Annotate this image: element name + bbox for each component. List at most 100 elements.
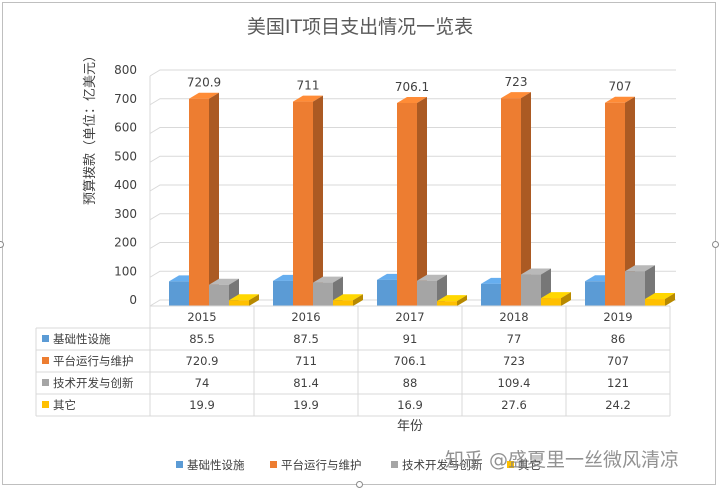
y-tick-label: 400 <box>114 178 137 192</box>
bar <box>313 276 343 306</box>
bar-front <box>605 102 625 306</box>
data-labels: 720.9 711 706.1 723 707 <box>187 75 632 94</box>
chart-title: 美国IT项目支出情况一览表 <box>247 16 473 38</box>
bar <box>333 294 363 306</box>
table-cell: 74 <box>195 376 210 390</box>
table-cell: 707 <box>607 354 629 368</box>
table-cell: 81.4 <box>293 376 319 390</box>
data-label: 723 <box>505 75 528 89</box>
x-tick-label: 2015 <box>187 310 216 324</box>
watermark: 知乎 @盛夏里一丝微风清凉 <box>445 449 679 471</box>
table-cell: 109.4 <box>498 376 531 390</box>
bar-side <box>521 92 531 306</box>
legend-key <box>391 461 398 468</box>
bar-side <box>665 293 675 306</box>
bar-front <box>273 280 293 306</box>
bar-front <box>377 279 397 306</box>
bar-front <box>229 300 249 306</box>
y-tick-label: 0 <box>129 293 137 307</box>
x-tick-label: 2018 <box>499 310 528 324</box>
table-cell: 723 <box>503 354 525 368</box>
gridline <box>149 69 676 77</box>
bar <box>437 295 467 306</box>
table-cell: 77 <box>507 332 522 346</box>
data-label: 707 <box>609 80 632 94</box>
bar <box>625 265 655 306</box>
bar <box>189 92 219 307</box>
x-tick-label: 2019 <box>603 310 632 324</box>
legend-key <box>176 461 183 468</box>
bar <box>209 278 239 306</box>
bar-front <box>313 282 333 306</box>
legend: 基础性设施 平台运行与维护 技术开发与创新 其它 <box>176 458 541 472</box>
y-tick-label: 200 <box>114 236 137 250</box>
data-label: 706.1 <box>395 80 429 94</box>
bar-front <box>481 283 501 306</box>
table-legend-key <box>42 357 49 364</box>
bar-front <box>521 274 541 306</box>
table-cell: 86 <box>611 332 626 346</box>
bar-series <box>169 92 675 307</box>
bar <box>293 95 323 307</box>
table-cell: 16.9 <box>397 398 423 412</box>
bar <box>397 96 427 306</box>
bar-front <box>585 281 605 306</box>
y-tick-label: 700 <box>114 92 137 106</box>
table-cell: 19.9 <box>189 398 215 412</box>
bar <box>417 274 447 306</box>
table-cell: 711 <box>295 354 317 368</box>
x-axis-label: 年份 <box>397 419 423 434</box>
bar-front <box>189 98 209 307</box>
table-cell: 91 <box>403 332 418 346</box>
resize-handle-left[interactable] <box>0 241 4 248</box>
resize-handle-bottom[interactable] <box>356 481 363 488</box>
table-legend-key <box>42 335 49 342</box>
resize-handle-right[interactable] <box>712 241 719 248</box>
bar-front <box>293 101 313 307</box>
bar-side <box>313 95 323 307</box>
bar <box>645 293 675 306</box>
table-cell: 24.2 <box>605 398 631 412</box>
bar-side <box>249 294 259 306</box>
bar-side <box>625 96 635 306</box>
bar-front <box>645 299 665 306</box>
table-cell: 87.5 <box>293 332 319 346</box>
legend-key <box>507 461 514 468</box>
bar-front <box>417 280 437 306</box>
bar-side <box>457 295 467 306</box>
bar-front <box>209 284 229 306</box>
bar-side <box>353 294 363 306</box>
table-legend-key <box>42 401 49 408</box>
table-cell: 706.1 <box>394 354 427 368</box>
legend-key <box>270 461 277 468</box>
bar-side <box>561 292 571 306</box>
legend-entry: 基础性设施 <box>187 458 245 472</box>
bar <box>541 292 571 306</box>
table-series-name: 平台运行与维护 <box>53 354 134 368</box>
bar <box>605 96 635 306</box>
y-tick-label: 300 <box>114 207 137 221</box>
table-cell: 19.9 <box>293 398 319 412</box>
bar-front <box>333 300 353 306</box>
y-axis-label: 预算拨款（单位：亿美元） <box>83 49 98 205</box>
bar-side <box>417 96 427 306</box>
table-series-name: 基础性设施 <box>53 332 111 346</box>
legend-entry: 平台运行与维护 <box>281 458 362 472</box>
data-label: 720.9 <box>187 76 221 90</box>
bar-side <box>209 92 219 307</box>
data-label: 711 <box>297 79 320 93</box>
table-cell: 27.6 <box>501 398 527 412</box>
table-legend-key <box>42 379 49 386</box>
legend-entry: 其它 <box>518 458 541 472</box>
data-table: 2015 2016 2017 2018 2019 基础性设施 85.5 87.5 91 77 86 平… <box>35 305 671 417</box>
bar-front <box>169 281 189 306</box>
table-cell: 121 <box>607 376 629 390</box>
y-tick-label: 100 <box>114 264 137 278</box>
table-cell: 85.5 <box>189 332 215 346</box>
y-tick-label: 500 <box>114 149 137 163</box>
x-tick-label: 2017 <box>395 310 424 324</box>
bar <box>501 92 531 306</box>
bar-front <box>501 98 521 306</box>
y-tick-labels: 0 100 200 300 400 500 600 700 800 <box>114 63 137 307</box>
